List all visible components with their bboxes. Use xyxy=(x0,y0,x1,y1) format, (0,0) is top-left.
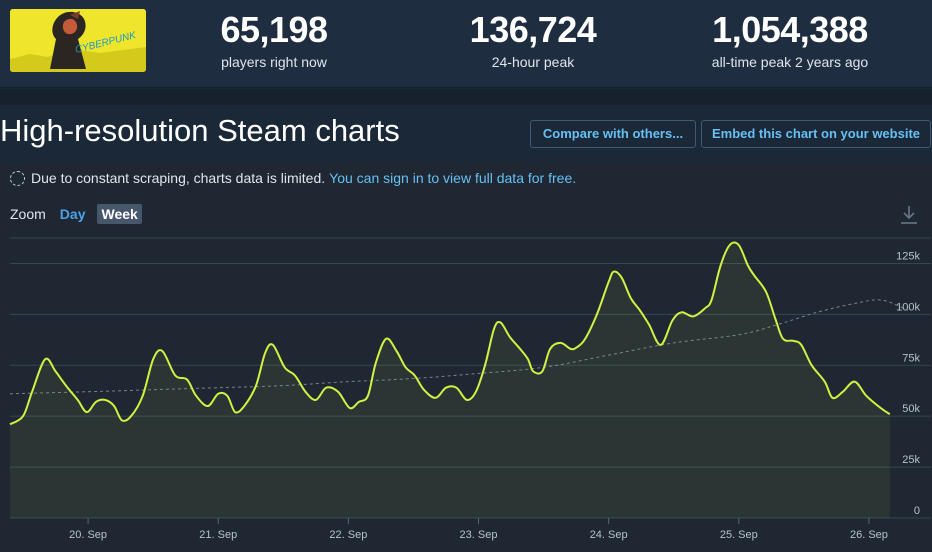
x-tick-label: 25. Sep xyxy=(720,529,758,541)
notice-text: Due to constant scraping, charts data is… xyxy=(31,170,326,186)
player-count-line xyxy=(9,241,891,426)
x-tick-label: 26. Sep xyxy=(850,529,888,541)
sign-in-link[interactable]: You can sign in to view full data for fr… xyxy=(329,170,577,186)
section-divider xyxy=(0,89,932,105)
page-title: High-resolution Steam charts xyxy=(0,113,400,148)
game-thumbnail-art: CYBERPUNK xyxy=(10,9,146,72)
peak-24h-value: 136,724 xyxy=(469,9,597,50)
x-tick-label: 23. Sep xyxy=(460,529,498,541)
x-tick-label: 24. Sep xyxy=(590,529,628,541)
chart-panel xyxy=(0,163,932,552)
y-tick-label: 50k xyxy=(902,403,920,415)
player-count-chart[interactable]: 0 25k 50k 75k 100k 125k 20. Sep 21. Sep 22. Sep 2… xyxy=(0,230,932,552)
stat-24h-peak: 136,724 24-hour peak xyxy=(413,9,653,71)
stat-players-now: 65,198 players right now xyxy=(154,9,394,71)
stat-all-time-peak: 1,054,388 all-time peak 2 years ago xyxy=(670,9,910,71)
x-tick-label: 20. Sep xyxy=(69,529,107,541)
y-tick-label: 75k xyxy=(902,352,920,364)
series-area-fill xyxy=(10,242,890,519)
data-limit-notice: Due to constant scraping, charts data is… xyxy=(10,170,576,186)
stats-banner: CYBERPUNK 65,198 players right now 136,7… xyxy=(0,0,932,88)
peak-24h-label: 24-hour peak xyxy=(491,54,575,70)
zoom-controls: Zoom Day Week xyxy=(10,204,150,224)
x-tick-label: 22. Sep xyxy=(329,529,367,541)
zoom-day-button[interactable]: Day xyxy=(59,206,86,222)
dashed-circle-icon xyxy=(10,170,25,186)
x-tick-label: 21. Sep xyxy=(199,529,237,541)
game-thumbnail[interactable]: CYBERPUNK xyxy=(10,9,146,72)
players-now-label: players right now xyxy=(221,54,327,70)
y-tick-label: 0 xyxy=(914,505,920,517)
all-time-peak-value: 1,054,388 xyxy=(712,9,868,50)
y-tick-label: 125k xyxy=(896,250,920,262)
y-tick-label: 100k xyxy=(896,301,920,313)
compare-button[interactable]: Compare with others... xyxy=(530,120,696,148)
all-time-peak-label: all-time peak 2 years ago xyxy=(711,54,869,70)
zoom-week-button[interactable]: Week xyxy=(97,204,142,224)
average-trend-line xyxy=(9,299,909,395)
y-tick-label: 25k xyxy=(902,454,920,466)
players-now-value: 65,198 xyxy=(220,9,328,50)
download-icon[interactable] xyxy=(900,205,918,225)
embed-chart-button[interactable]: Embed this chart on your website xyxy=(701,120,931,148)
zoom-label: Zoom xyxy=(10,206,46,222)
